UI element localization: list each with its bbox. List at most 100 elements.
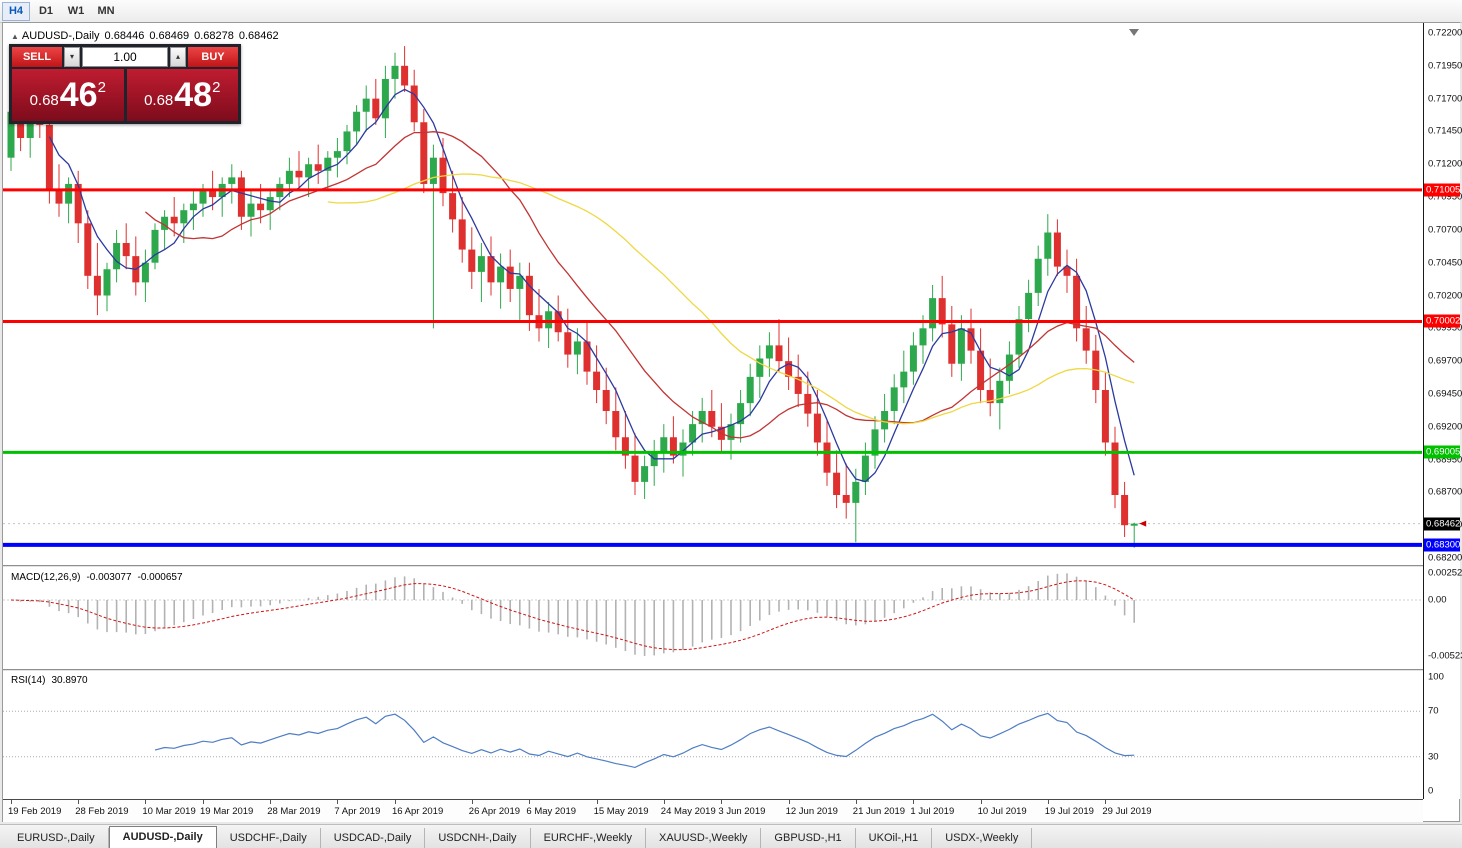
chart-tab[interactable]: XAUUSD-,Weekly — [646, 828, 762, 848]
chart-window[interactable]: ▲ AUDUSD-,Daily 0.68446 0.68469 0.68278 0.684… — [2, 22, 1462, 822]
macd-main-value: -0.003077 — [86, 572, 132, 583]
chart-tab[interactable]: USDCNH-,Daily — [425, 828, 531, 848]
time-axis-tick — [913, 800, 915, 804]
price-axis-tick: 0.69700 — [1428, 355, 1462, 367]
buy-button[interactable]: BUY — [188, 47, 238, 67]
chart-shift-icon — [1129, 29, 1139, 36]
time-axis-tick — [270, 800, 272, 804]
time-axis-tick — [980, 800, 982, 804]
pane-separator[interactable] — [3, 669, 1423, 671]
price-axis-tick: 0.69450 — [1428, 388, 1462, 400]
time-axis-label: 7 Apr 2019 — [334, 806, 381, 817]
main-price-chart[interactable] — [3, 25, 1422, 565]
time-axis-tick — [471, 800, 473, 804]
price-axis-tick: 0.69200 — [1428, 421, 1462, 433]
rsi-axis-tick: 70 — [1428, 705, 1439, 717]
time-axis-label: 12 Jun 2019 — [785, 806, 838, 817]
level-price-label: 0.71005 — [1424, 183, 1461, 197]
quote-line: ▲ AUDUSD-,Daily 0.68446 0.68469 0.68278 0.684… — [11, 30, 284, 42]
time-axis-tick — [855, 800, 857, 804]
time-axis-label: 6 May 2019 — [526, 806, 577, 817]
time-axis-tick — [663, 800, 665, 804]
time-axis-tick — [1105, 800, 1107, 804]
symbol-label: AUDUSD-,Daily — [21, 30, 100, 42]
volume-input[interactable] — [82, 47, 168, 67]
macd-axis-tick: 0.00 — [1428, 594, 1447, 606]
time-axis-tick — [529, 800, 531, 804]
price-axis-tick: 0.71950 — [1428, 60, 1462, 72]
buy-price-sup: 2 — [212, 78, 221, 96]
time-axis-label: 19 Feb 2019 — [8, 806, 62, 817]
chart-tab[interactable]: EURCHF-,Weekly — [531, 828, 646, 848]
time-axis-label: 1 Jul 2019 — [910, 806, 955, 817]
buy-price-button[interactable]: 0.68 48 2 — [126, 69, 238, 121]
time-axis-tick — [721, 800, 723, 804]
timeframe-button-h4[interactable]: H4 — [2, 2, 30, 21]
time-axis-tick — [78, 800, 80, 804]
time-axis-tick — [11, 800, 12, 804]
timeframe-toolbar: H4 D1 W1 MN — [0, 0, 1462, 23]
volume-up-button[interactable]: ▴ — [170, 47, 186, 67]
quote-open: 0.68446 — [104, 30, 145, 42]
chart-tab[interactable]: GBPUSD-,H1 — [761, 828, 856, 848]
instrument-icon: ▲ — [11, 32, 19, 41]
chart-tab[interactable]: EURUSD-,Daily — [4, 828, 109, 848]
quote-low: 0.68278 — [194, 30, 234, 42]
time-axis-label: 19 Mar 2019 — [200, 806, 254, 817]
rsi-axis-tick: 100 — [1428, 671, 1444, 683]
ma-line-15 — [144, 131, 1135, 439]
volume-dropdown-button[interactable]: ▾ — [64, 47, 80, 67]
timeframe-button-mn[interactable]: MN — [97, 5, 115, 17]
chart-tab[interactable]: UKOil-,H1 — [856, 828, 933, 848]
time-axis-tick — [145, 800, 147, 804]
time-axis-tick — [1047, 800, 1049, 804]
sell-button[interactable]: SELL — [12, 47, 62, 67]
price-axis-tick: 0.71200 — [1428, 158, 1462, 170]
time-axis-label: 10 Jul 2019 — [977, 806, 1027, 817]
timeframe-button-d1[interactable]: D1 — [38, 5, 54, 17]
time-axis-tick — [203, 800, 204, 804]
chart-tab[interactable]: USDCAD-,Daily — [321, 828, 426, 848]
time-axis-tick — [788, 800, 790, 804]
rsi-name: RSI(14) — [11, 675, 46, 686]
price-axis-tick: 0.68700 — [1428, 486, 1462, 498]
level-price-label: 0.68300 — [1424, 538, 1461, 552]
pane-separator[interactable] — [3, 565, 1423, 567]
rsi-header: RSI(14) 30.8970 — [11, 675, 94, 686]
chart-tab[interactable]: USDX-,Weekly — [932, 828, 1033, 848]
sell-price-button[interactable]: 0.68 46 2 — [12, 69, 124, 121]
macd-panel[interactable] — [3, 567, 1422, 669]
rsi-value: 30.8970 — [51, 675, 88, 686]
price-axis[interactable]: 0.72200 0.71950 0.71700 0.71450 0.71200 0.709… — [1423, 23, 1462, 799]
time-axis-label: 29 Jul 2019 — [1102, 806, 1152, 817]
rsi-panel[interactable] — [3, 671, 1422, 799]
chart-tab[interactable]: USDCHF-,Daily — [217, 828, 321, 848]
time-axis-label: 10 Mar 2019 — [142, 806, 196, 817]
rsi-axis-tick: 30 — [1428, 751, 1439, 763]
time-axis-label: 15 May 2019 — [593, 806, 649, 817]
chevron-down-icon: ▾ — [69, 52, 74, 61]
timeframe-button-w1[interactable]: W1 — [67, 5, 85, 17]
chevron-up-icon: ▴ — [175, 52, 180, 61]
time-axis-label: 21 Jun 2019 — [852, 806, 906, 817]
rsi-line — [154, 712, 1135, 769]
time-axis-tick — [596, 800, 598, 804]
price-axis-tick: 0.69950 — [1428, 322, 1462, 334]
sell-price-big: 46 — [59, 76, 98, 114]
price-axis-tick: 0.71450 — [1428, 125, 1462, 137]
price-axis-tick: 0.68950 — [1428, 454, 1462, 466]
trade-arrow-icon — [1139, 520, 1147, 527]
time-axis-tick — [395, 800, 396, 804]
time-axis[interactable]: 19 Feb 2019 28 Feb 2019 10 Mar 2019 19 Mar … — [3, 799, 1423, 822]
quote-high: 0.68469 — [149, 30, 190, 42]
price-axis-tick: 0.72200 — [1428, 27, 1462, 39]
macd-name: MACD(12,26,9) — [11, 572, 81, 583]
chart-tab[interactable]: AUDUSD-,Daily — [108, 826, 217, 848]
price-axis-tick: 0.70450 — [1428, 257, 1462, 269]
bid-price-label: 0.68462 — [1424, 517, 1461, 531]
time-axis-tick — [337, 800, 339, 804]
macd-signal-line — [10, 580, 1135, 651]
price-axis-tick: 0.68200 — [1428, 552, 1462, 564]
chart-tabs-bar: EURUSD-,Daily AUDUSD-,Daily USDCHF-,Daily U… — [0, 824, 1462, 848]
buy-price-prefix: 0.68 — [144, 91, 174, 109]
